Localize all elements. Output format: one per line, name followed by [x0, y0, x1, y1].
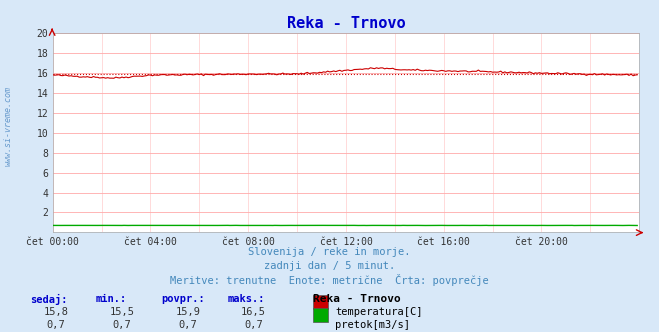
Text: Meritve: trenutne  Enote: metrične  Črta: povprečje: Meritve: trenutne Enote: metrične Črta: …	[170, 274, 489, 286]
Text: 0,7: 0,7	[244, 320, 263, 330]
Text: 15,5: 15,5	[109, 307, 134, 317]
Text: min.:: min.:	[96, 294, 127, 304]
Text: 15,9: 15,9	[175, 307, 200, 317]
Text: www.si-vreme.com: www.si-vreme.com	[3, 86, 13, 166]
Title: Reka - Trnovo: Reka - Trnovo	[287, 16, 405, 31]
Text: Slovenija / reke in morje.: Slovenija / reke in morje.	[248, 247, 411, 257]
Text: 0,7: 0,7	[179, 320, 197, 330]
Text: 15,8: 15,8	[43, 307, 69, 317]
Text: 16,5: 16,5	[241, 307, 266, 317]
Text: sedaj:: sedaj:	[30, 294, 67, 305]
Text: maks.:: maks.:	[227, 294, 265, 304]
Text: pretok[m3/s]: pretok[m3/s]	[335, 320, 411, 330]
Text: temperatura[C]: temperatura[C]	[335, 307, 423, 317]
Text: 0,7: 0,7	[47, 320, 65, 330]
Text: povpr.:: povpr.:	[161, 294, 205, 304]
Text: 0,7: 0,7	[113, 320, 131, 330]
Text: zadnji dan / 5 minut.: zadnji dan / 5 minut.	[264, 261, 395, 271]
Text: Reka - Trnovo: Reka - Trnovo	[313, 294, 401, 304]
